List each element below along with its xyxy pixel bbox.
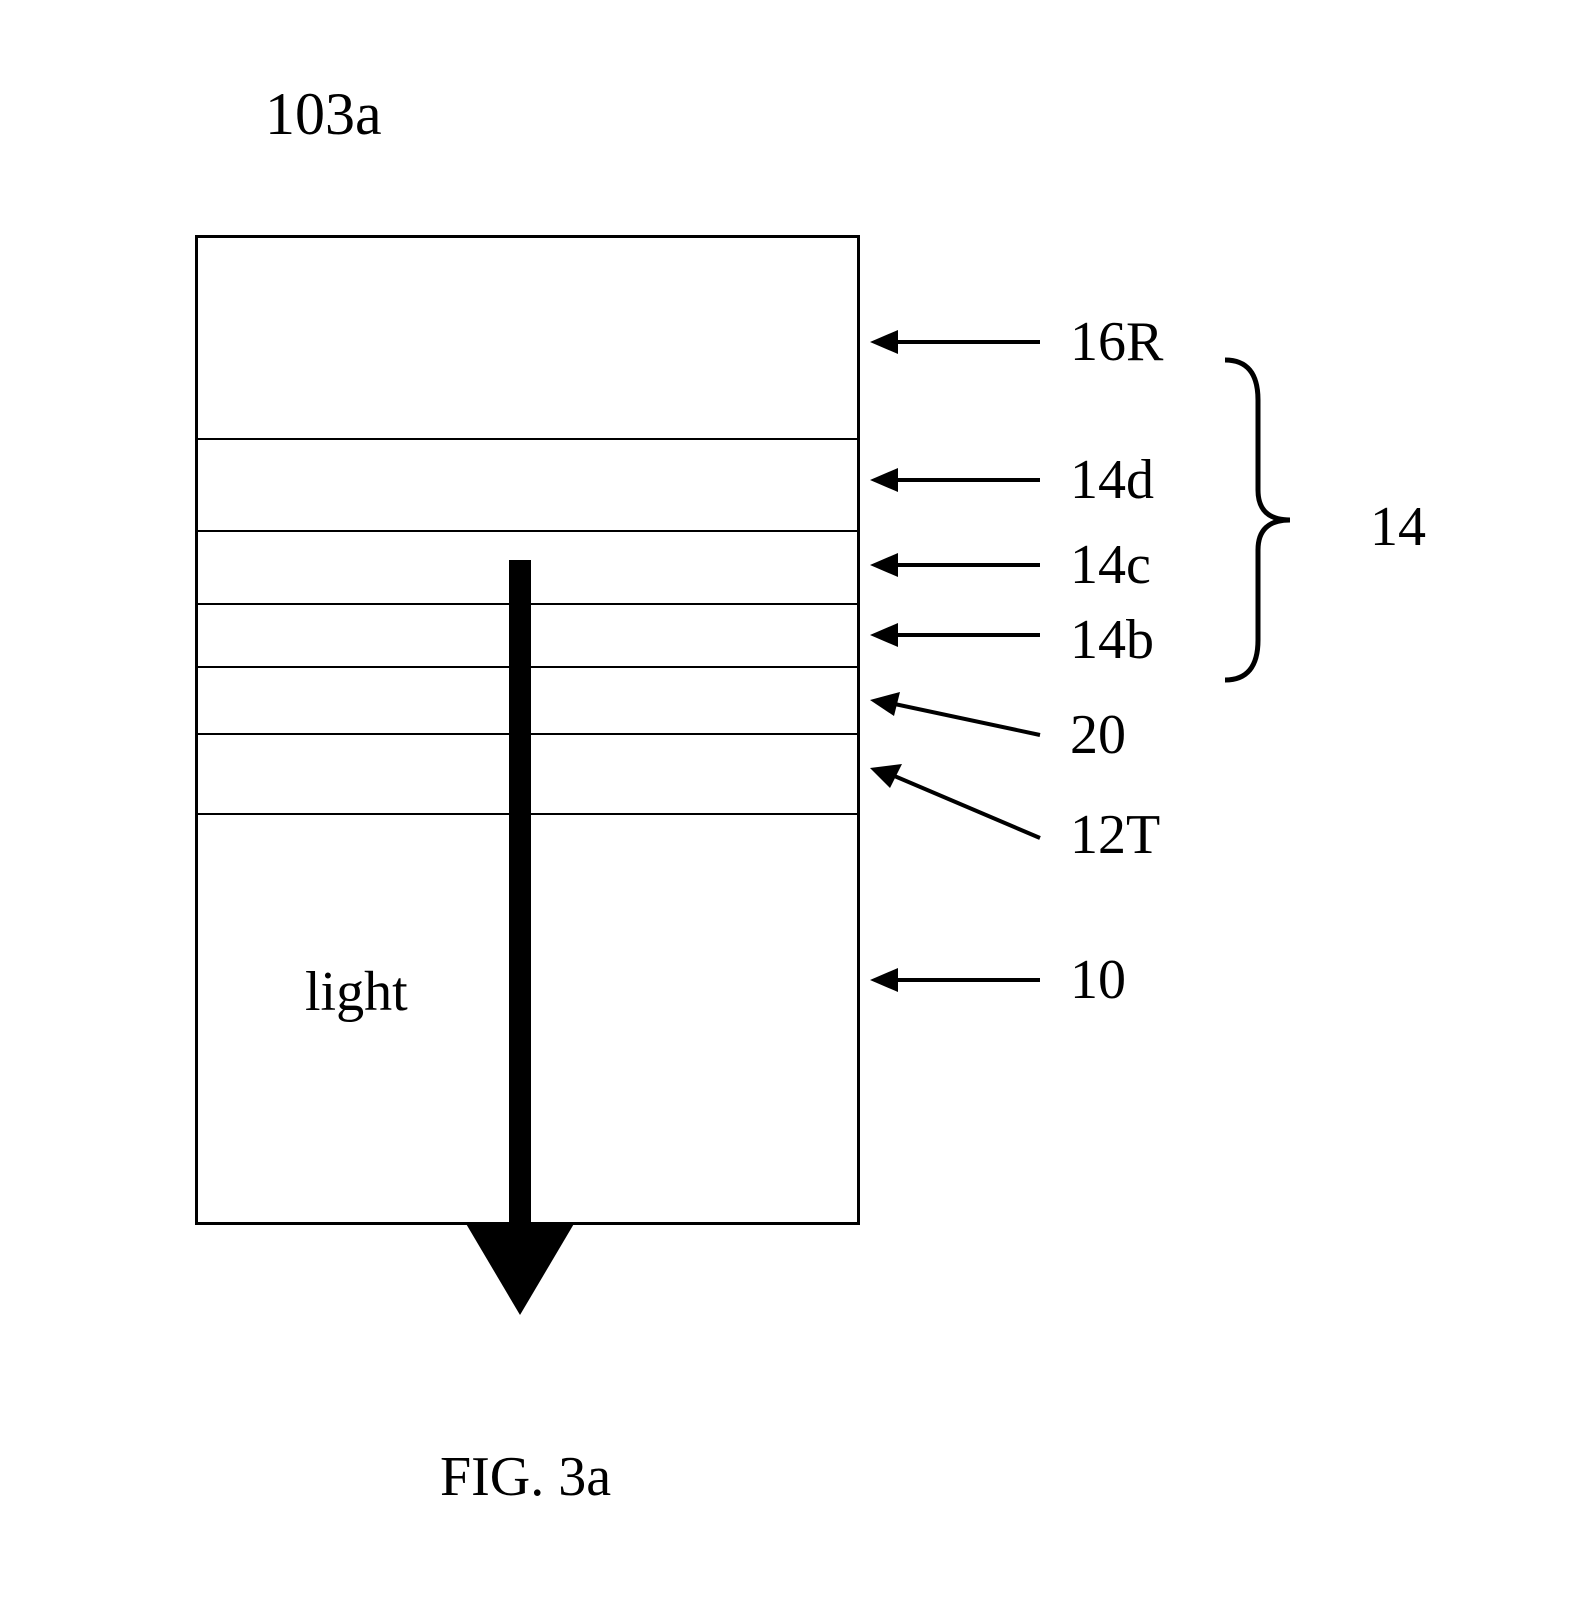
figure-caption: FIG. 3a (440, 1445, 611, 1509)
layer-group-label-14: 14 (1370, 495, 1426, 559)
layer-group-brace (0, 0, 1578, 1599)
